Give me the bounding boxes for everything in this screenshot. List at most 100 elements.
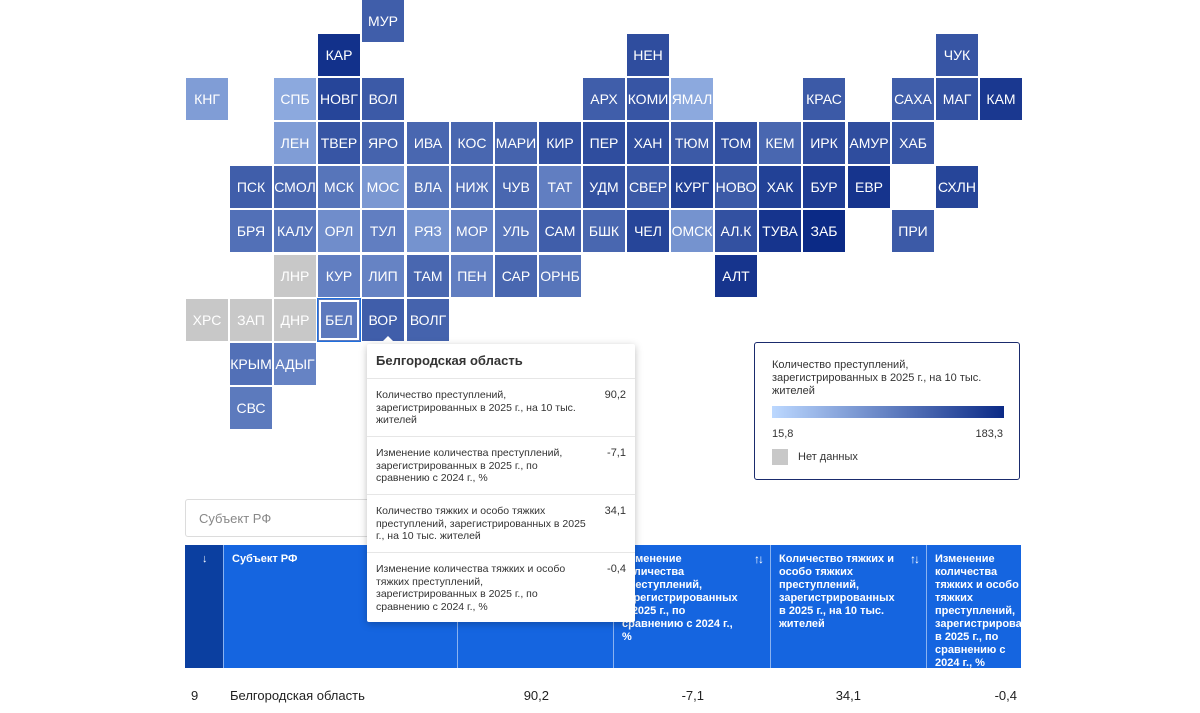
header-grave-count-label: Количество тяжких и особо тяжких преступ… <box>779 553 895 630</box>
region-tile-кар[interactable]: КАР <box>318 34 360 76</box>
region-tile-кур[interactable]: КУР <box>318 255 360 297</box>
sort-column-header[interactable]: ↓ <box>185 545 223 668</box>
tooltip-row-value: 34,1 <box>604 505 626 517</box>
region-tile-ряз[interactable]: РЯЗ <box>407 210 449 252</box>
region-tile-ниж[interactable]: НИЖ <box>451 166 493 208</box>
region-tile-том[interactable]: ТОМ <box>715 122 757 164</box>
region-tile-евр[interactable]: ЕВР <box>848 166 890 208</box>
sort-toggle-icon[interactable]: ↑↓ <box>754 552 764 566</box>
region-tile-лен[interactable]: ЛЕН <box>274 122 316 164</box>
tooltip-row-label: Количество тяжких и особо тяжких преступ… <box>376 505 586 542</box>
region-tile-кир[interactable]: КИР <box>539 122 581 164</box>
region-tile-тат[interactable]: ТАТ <box>539 166 581 208</box>
region-tile-хаб[interactable]: ХАБ <box>892 122 934 164</box>
region-tile-сар[interactable]: САР <box>495 255 537 297</box>
region-tile-адыг[interactable]: АДЫГ <box>274 343 316 385</box>
no-data-label: Нет данных <box>798 451 858 463</box>
region-tile-мари[interactable]: МАРИ <box>495 122 537 164</box>
region-tile-хан[interactable]: ХАН <box>627 122 669 164</box>
region-tile-орнб[interactable]: ОРНБ <box>539 255 581 297</box>
region-tile-орл[interactable]: ОРЛ <box>318 210 360 252</box>
legend-gradient-bar <box>772 406 1004 418</box>
header-grave-count[interactable]: Количество тяжких и особо тяжких преступ… <box>770 545 926 668</box>
sort-down-icon[interactable]: ↓ <box>202 553 208 565</box>
region-tile-лнр[interactable]: ЛНР <box>274 255 316 297</box>
region-tile-ива[interactable]: ИВА <box>407 122 449 164</box>
region-tile-удм[interactable]: УДМ <box>583 166 625 208</box>
region-tile-кос[interactable]: КОС <box>451 122 493 164</box>
region-tile-мор[interactable]: МОР <box>451 210 493 252</box>
row-rank: 9 <box>191 688 199 703</box>
region-tile-свер[interactable]: СВЕР <box>627 166 669 208</box>
header-change-total[interactable]: Изменение количества преступлений, зарег… <box>613 545 770 668</box>
region-tile-пер[interactable]: ПЕР <box>583 122 625 164</box>
region-tile-лип[interactable]: ЛИП <box>362 255 404 297</box>
region-tile-крым[interactable]: КРЫМ <box>230 343 272 385</box>
region-tile-твер[interactable]: ТВЕР <box>318 122 360 164</box>
tooltip-row: Количество тяжких и особо тяжких преступ… <box>367 494 635 553</box>
region-tile-при[interactable]: ПРИ <box>892 210 934 252</box>
region-tile-днр[interactable]: ДНР <box>274 299 316 341</box>
region-tile-зап[interactable]: ЗАП <box>230 299 272 341</box>
region-tile-ирк[interactable]: ИРК <box>803 122 845 164</box>
header-subject[interactable]: Субъект РФ <box>223 545 457 668</box>
region-tile-амур[interactable]: АМУР <box>848 122 890 164</box>
region-tile-сам[interactable]: САМ <box>539 210 581 252</box>
region-tile-ал.к[interactable]: АЛ.К <box>715 210 757 252</box>
region-tile-бур[interactable]: БУР <box>803 166 845 208</box>
region-tile-саха[interactable]: САХА <box>892 78 934 120</box>
region-tooltip: Белгородская область Количество преступл… <box>367 344 635 622</box>
region-tile-пск[interactable]: ПСК <box>230 166 272 208</box>
region-tile-тул[interactable]: ТУЛ <box>362 210 404 252</box>
region-tile-чук[interactable]: ЧУК <box>936 34 978 76</box>
region-tile-мур[interactable]: МУР <box>362 0 404 42</box>
region-tile-там[interactable]: ТАМ <box>407 255 449 297</box>
region-tile-омск[interactable]: ОМСК <box>671 210 713 252</box>
region-tile-вол[interactable]: ВОЛ <box>362 78 404 120</box>
region-tile-калу[interactable]: КАЛУ <box>274 210 316 252</box>
region-tile-схлн[interactable]: СХЛН <box>936 166 978 208</box>
region-tile-мос[interactable]: МОС <box>362 166 404 208</box>
region-tile-мск[interactable]: МСК <box>318 166 360 208</box>
region-tile-бря[interactable]: БРЯ <box>230 210 272 252</box>
region-tile-кнг[interactable]: КНГ <box>186 78 228 120</box>
region-tile-алт[interactable]: АЛТ <box>715 255 757 297</box>
region-tile-ямал[interactable]: ЯМАЛ <box>671 78 713 120</box>
tooltip-row-label: Изменение количества преступлений, зарег… <box>376 447 563 484</box>
region-tile-спб[interactable]: СПБ <box>274 78 316 120</box>
tooltip-title: Белгородская область <box>376 353 523 368</box>
region-tile-вор[interactable]: ВОР <box>362 299 404 341</box>
region-tile-тюм[interactable]: ТЮМ <box>671 122 713 164</box>
region-tile-яро[interactable]: ЯРО <box>362 122 404 164</box>
region-tile-арх[interactable]: АРХ <box>583 78 625 120</box>
region-tile-хак[interactable]: ХАК <box>759 166 801 208</box>
region-tile-кем[interactable]: КЕМ <box>759 122 801 164</box>
region-tile-бел[interactable]: БЕЛ <box>318 299 360 341</box>
tooltip-row: Изменение количества преступлений, зарег… <box>367 436 635 495</box>
region-tile-хрс[interactable]: ХРС <box>186 299 228 341</box>
header-subject-label: Субъект РФ <box>232 553 298 565</box>
region-tile-коми[interactable]: КОМИ <box>627 78 669 120</box>
region-tile-чув[interactable]: ЧУВ <box>495 166 537 208</box>
region-tile-маг[interactable]: МАГ <box>936 78 978 120</box>
region-tile-вла[interactable]: ВЛА <box>407 166 449 208</box>
region-tile-чел[interactable]: ЧЕЛ <box>627 210 669 252</box>
region-tile-тува[interactable]: ТУВА <box>759 210 801 252</box>
region-tile-уль[interactable]: УЛЬ <box>495 210 537 252</box>
region-tile-бшк[interactable]: БШК <box>583 210 625 252</box>
header-grave-change[interactable]: Изменение количества тяжких и особо тяжк… <box>926 545 1021 668</box>
region-tile-новг[interactable]: НОВГ <box>318 78 360 120</box>
region-tile-пен[interactable]: ПЕН <box>451 255 493 297</box>
region-tile-свс[interactable]: СВС <box>230 387 272 429</box>
row-grave-count: 34,1 <box>835 688 861 703</box>
region-tile-волг[interactable]: ВОЛГ <box>407 299 449 341</box>
region-tile-ново[interactable]: НОВО <box>715 166 757 208</box>
region-tile-кург[interactable]: КУРГ <box>671 166 713 208</box>
region-tile-кам[interactable]: КАМ <box>980 78 1022 120</box>
region-tile-крас[interactable]: КРАС <box>803 78 845 120</box>
sort-toggle-icon[interactable]: ↑↓ <box>910 552 920 566</box>
region-tile-нен[interactable]: НЕН <box>627 34 669 76</box>
region-tile-смол[interactable]: СМОЛ <box>274 166 316 208</box>
region-tile-заб[interactable]: ЗАБ <box>803 210 845 252</box>
table-row[interactable]: 9 Белгородская область 90,2 -7,1 34,1 -0… <box>185 680 1021 713</box>
